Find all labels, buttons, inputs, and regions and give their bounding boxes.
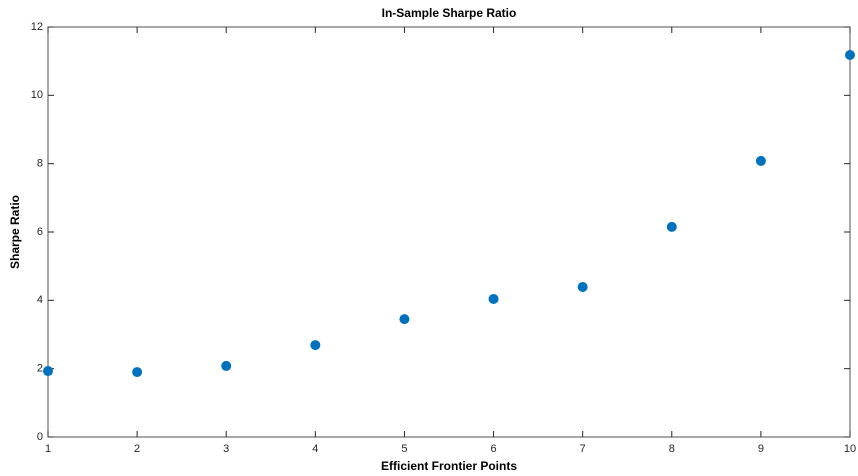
- y-tick-label: 4: [37, 294, 43, 306]
- y-tick-label: 12: [31, 21, 43, 33]
- x-tick-label: 8: [669, 443, 675, 455]
- point: [666, 221, 677, 232]
- point: [399, 314, 410, 325]
- x-tick-label: 6: [490, 443, 496, 455]
- x-tick-label: 7: [580, 443, 586, 455]
- x-tick-label: 2: [134, 443, 140, 455]
- x-tick-label: 4: [312, 443, 318, 455]
- x-tick-label: 5: [401, 443, 407, 455]
- point: [221, 360, 232, 371]
- point: [845, 50, 855, 61]
- point: [132, 367, 143, 378]
- y-tick-label: 10: [31, 89, 43, 101]
- y-tick-label: 6: [37, 226, 43, 238]
- point: [577, 282, 588, 293]
- y-axis-label: Sharpe Ratio: [8, 195, 22, 269]
- plot-frame: [47, 26, 851, 438]
- y-tick-label: 8: [37, 158, 43, 170]
- x-tick-label: 1: [45, 443, 51, 455]
- point: [43, 366, 53, 377]
- point: [755, 155, 766, 166]
- y-tick-label: 2: [37, 363, 43, 375]
- point: [488, 293, 499, 304]
- x-tick-label: 3: [223, 443, 229, 455]
- point: [310, 340, 321, 351]
- x-axis-label: Efficient Frontier Points: [381, 459, 517, 473]
- chart-title: In-Sample Sharpe Ratio: [382, 6, 517, 20]
- x-tick-label: 10: [844, 443, 856, 455]
- y-tick-label: 0: [37, 431, 43, 443]
- x-tick-label: 9: [758, 443, 764, 455]
